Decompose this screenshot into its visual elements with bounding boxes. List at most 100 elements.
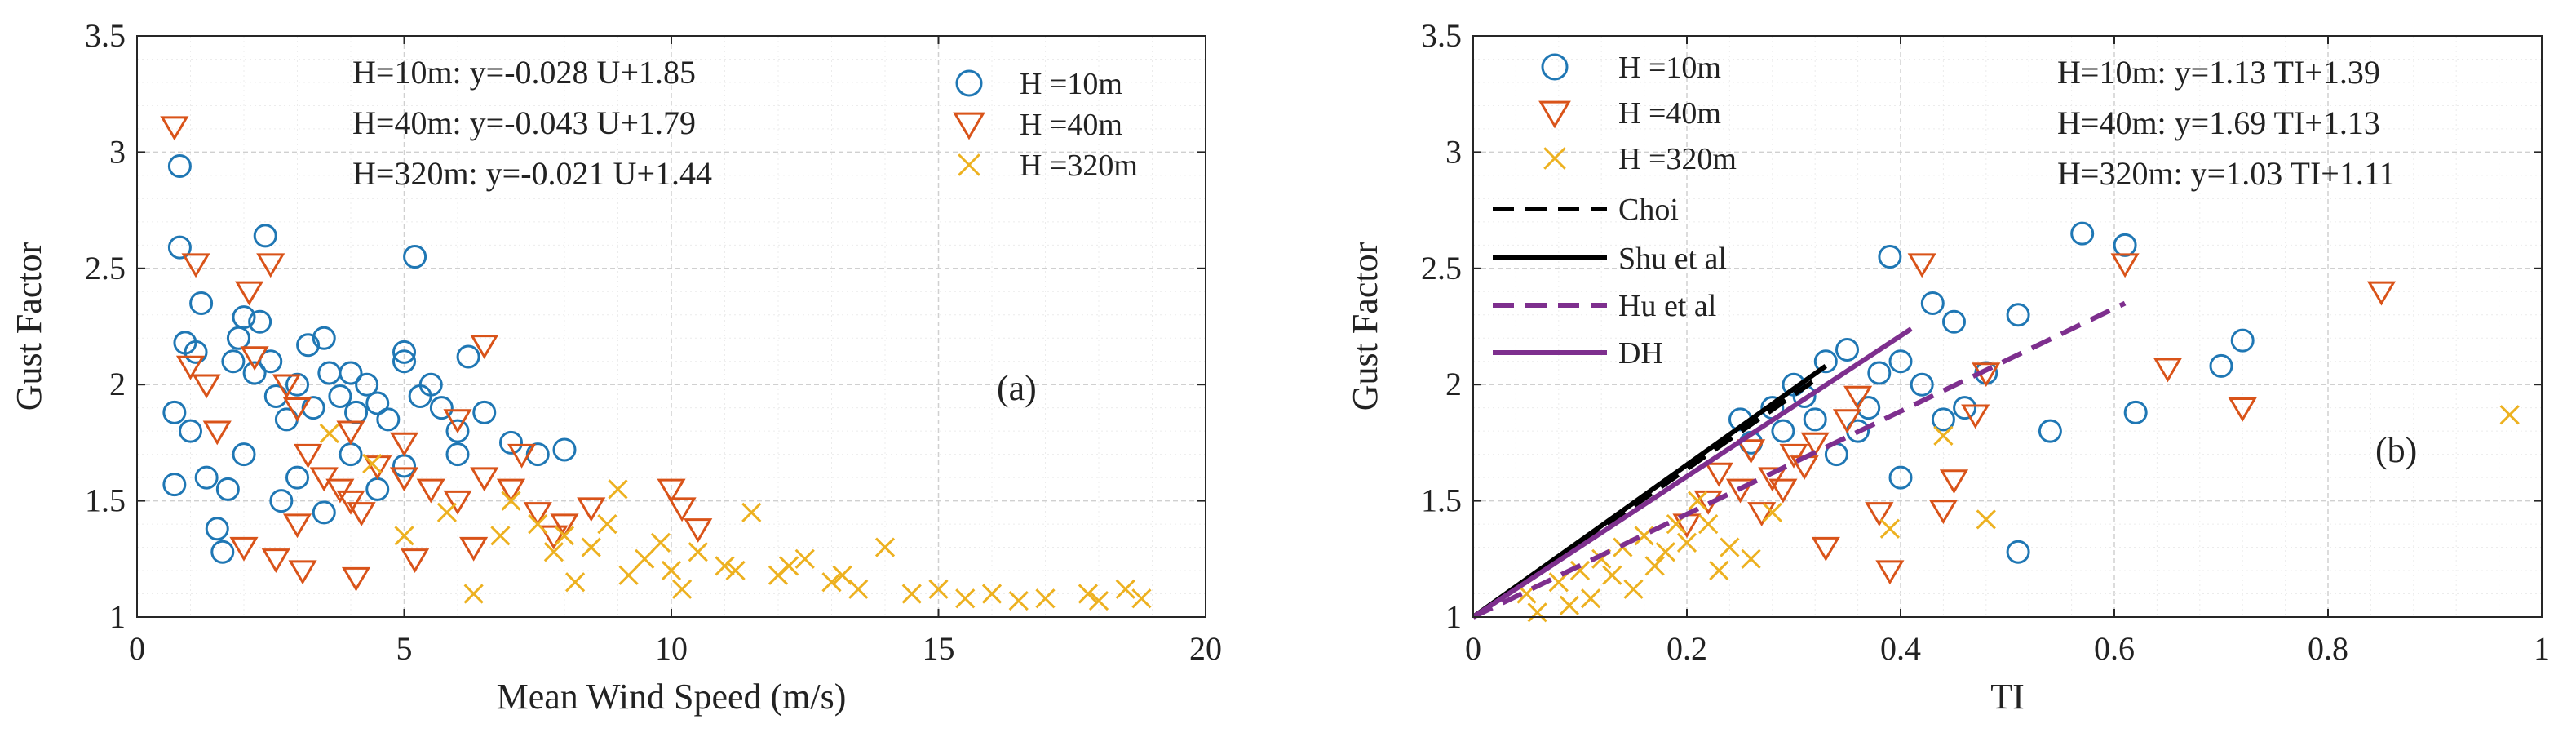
point-h320m [635,548,655,569]
point-h320m [794,548,815,569]
point-h320m [597,513,617,535]
panel-label-b: (b) [2375,430,2417,470]
x-tick-label: 0.8 [2308,630,2348,667]
point-h10m [2006,303,2030,327]
point-h10m [179,419,202,443]
point-h320m [581,537,601,557]
point-h320m [1741,548,1761,569]
point-h10m [1771,419,1795,443]
point-h320m [1088,590,1109,611]
point-h10m [1813,349,1838,374]
point-h10m [1953,396,1977,420]
point-h10m [552,437,577,462]
point-h320m [362,453,383,474]
x-tick-label: 0.4 [1880,630,1921,667]
point-h320m [618,565,639,585]
point-h40m [192,374,221,399]
point-h10m [205,517,229,541]
point-h320m [671,579,693,599]
point-h320m [608,479,628,500]
legend-marker-h320-b [1543,147,1566,170]
point-h40m [1939,469,1969,495]
ticks-b: 0 0.2 0.4 0.6 0.8 1 1 1.5 2 2.5 3 3.5 [1421,17,2550,667]
legend-marker-h40-a [953,112,985,140]
point-h40m [336,420,365,446]
point-h10m [194,465,219,490]
legend-label-h320-a: H =320m [1020,149,1138,183]
equation-h40-a: H=40m: y=-0.043 U+1.79 [352,104,696,141]
point-h40m [288,560,317,585]
legend-marker [1538,100,1571,129]
point-h10m [184,340,208,364]
point-h40m [1737,439,1766,464]
y-tick-label: 1.5 [85,482,126,519]
point-h320m [661,560,682,581]
point-h40m [282,513,312,539]
point-h320m [1131,588,1152,609]
legend-label-shu: Shu et al [1618,242,1727,276]
point-h10m [1835,337,1859,362]
legend-marker [955,69,983,97]
point-h10m [1888,465,1913,490]
y-tick-label: 1 [109,598,126,635]
point-h320m [874,537,896,557]
point-h10m [232,442,256,467]
legend-label-hu: Hu et al [1618,289,1716,323]
x-tick-label: 10 [655,630,688,667]
y-tick-label: 3.5 [85,17,126,54]
y-tick-label: 3.5 [1421,17,1462,54]
point-h10m [285,372,309,397]
point-h320m [1078,584,1099,604]
legend-label-h320-b: H =320m [1618,142,1737,176]
point-h10m [162,473,187,497]
chart-panel-a: 0 5 10 15 20 1 1.5 2 2.5 3 3.5 Mean Wind Speed (m/… [9,17,1222,717]
point-h10m [472,400,497,424]
point-h40m [1865,502,1894,527]
point-h40m [443,409,472,434]
point-h40m [401,548,430,573]
point-h320m [688,542,708,562]
point-h320m [848,579,869,599]
point-h320m [1709,560,1729,581]
point-h40m [2153,358,2183,383]
point-h40m [507,443,537,469]
point-h320m [821,572,842,593]
fit-line-shu-et-al [1472,363,1828,620]
point-h40m [309,467,339,492]
legend-marker [953,112,985,140]
panel-label-a: (a) [997,368,1037,408]
point-h10m [1878,245,1902,269]
legend-label-h10-a: H =10m [1020,67,1122,101]
equation-h320-b: H=320m: y=1.03 TI+1.11 [2057,155,2395,192]
point-h10m [355,372,379,397]
point-h320m [1687,491,1708,511]
point-h10m [248,309,272,334]
x-tick-label: 0.2 [1666,630,1707,667]
plot-area-b [1473,36,2542,617]
point-h320m [1548,572,1569,593]
point-h10m [285,465,309,490]
point-h40m [1704,462,1733,487]
point-h10m [2123,400,2148,424]
point-h10m [376,407,401,432]
point-h40m [470,335,499,359]
point-h10m [2209,353,2233,378]
point-h40m [1779,443,1808,469]
legend-label-h10-b: H =10m [1618,51,1721,85]
point-h10m [1910,372,1934,397]
point-h10m [296,333,321,358]
point-h320m [1559,595,1580,615]
legend-label-choi: Choi [1618,193,1679,227]
point-h40m [389,432,419,457]
point-h40m [234,281,264,306]
point-h10m [1888,349,1913,374]
point-h40m [443,490,472,515]
point-h10m [456,344,480,369]
y-tick-label: 3 [1445,133,1462,170]
fit-lines-b [1472,300,2127,620]
point-h40m [577,497,606,522]
point-h320m [928,579,949,599]
point-h10m [2070,221,2095,246]
legend-marker-h10-a [955,69,983,97]
